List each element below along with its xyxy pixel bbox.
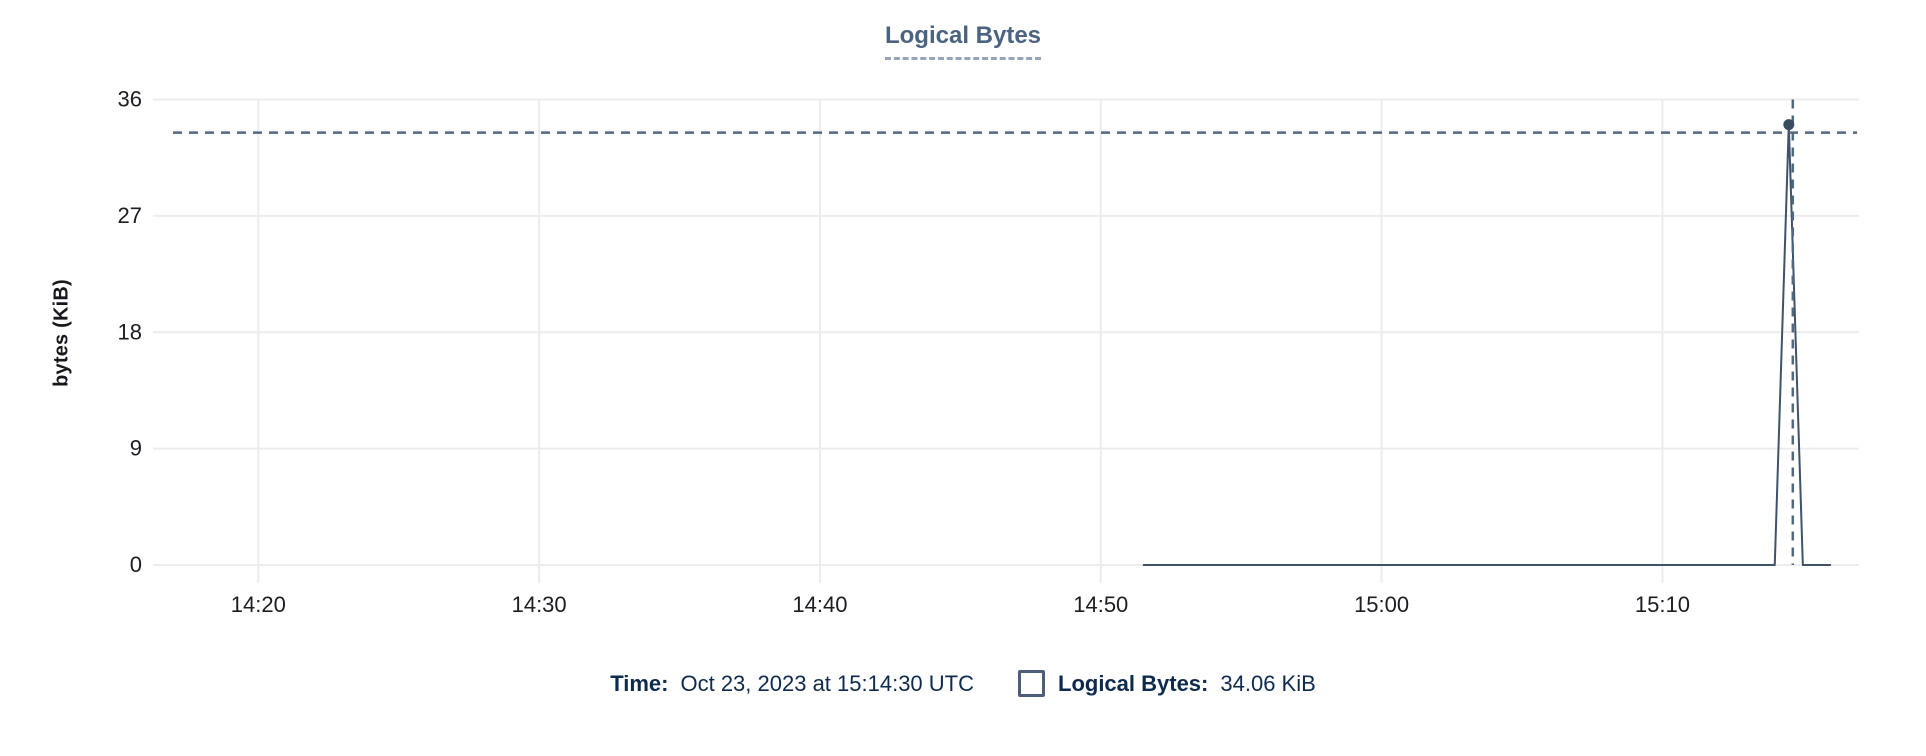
y-tick-label: 0 — [130, 552, 142, 577]
x-tick-label: 14:50 — [1073, 592, 1128, 617]
hover-readout-row: Time: Oct 23, 2023 at 15:14:30 UTC Logic… — [0, 670, 1926, 697]
y-tick-label: 18 — [118, 319, 142, 344]
time-readout: Time: Oct 23, 2023 at 15:14:30 UTC — [610, 671, 974, 697]
series-readout: Logical Bytes: 34.06 KiB — [1018, 670, 1316, 697]
series-readout-value: 34.06 KiB — [1220, 670, 1316, 696]
series-readout-label: Logical Bytes: — [1058, 670, 1209, 696]
plot-area[interactable]: 0 9 18 27 36 14:20 14:30 14:40 14:50 15:00 15:10 — [0, 0, 1926, 660]
chart-title-row: Logical Bytes — [0, 22, 1926, 60]
time-readout-label: Time: — [610, 670, 669, 696]
x-tick-label: 15:00 — [1354, 592, 1409, 617]
y-tick-label: 27 — [118, 203, 142, 228]
series-line-logical-bytes — [1142, 123, 1831, 566]
y-tick-label: 36 — [118, 87, 142, 112]
y-tick-label: 9 — [130, 436, 142, 461]
chart-title[interactable]: Logical Bytes — [884, 22, 1042, 60]
x-tick-label: 14:30 — [512, 592, 567, 617]
x-tick-label: 14:20 — [231, 592, 286, 617]
legend-swatch-icon[interactable] — [1018, 670, 1045, 697]
time-readout-value: Oct 23, 2023 at 15:14:30 UTC — [680, 670, 974, 696]
x-tick-label: 14:40 — [792, 592, 847, 617]
x-tick-label: 15:10 — [1635, 592, 1690, 617]
data-point-marker[interactable] — [1783, 119, 1795, 131]
